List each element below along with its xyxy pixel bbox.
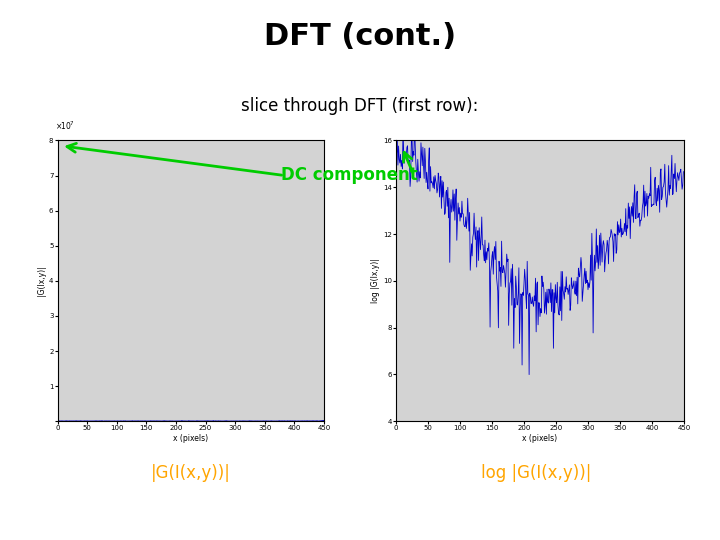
Text: log |G(I(x,y))|: log |G(I(x,y))| xyxy=(481,464,592,482)
Text: slice through DFT (first row):: slice through DFT (first row): xyxy=(241,97,479,115)
X-axis label: x (pixels): x (pixels) xyxy=(174,434,208,443)
Text: DFT (cont.): DFT (cont.) xyxy=(264,22,456,51)
Text: |G(I(x,y))|: |G(I(x,y))| xyxy=(151,464,230,482)
Text: DC component: DC component xyxy=(281,166,418,185)
Text: $\times\!10^{7}$: $\times\!10^{7}$ xyxy=(55,119,75,132)
X-axis label: x (pixels): x (pixels) xyxy=(523,434,557,443)
Y-axis label: log |G(Ix,y)|: log |G(Ix,y)| xyxy=(371,258,380,303)
Y-axis label: |G(Ix,y)|: |G(Ix,y)| xyxy=(37,266,46,296)
